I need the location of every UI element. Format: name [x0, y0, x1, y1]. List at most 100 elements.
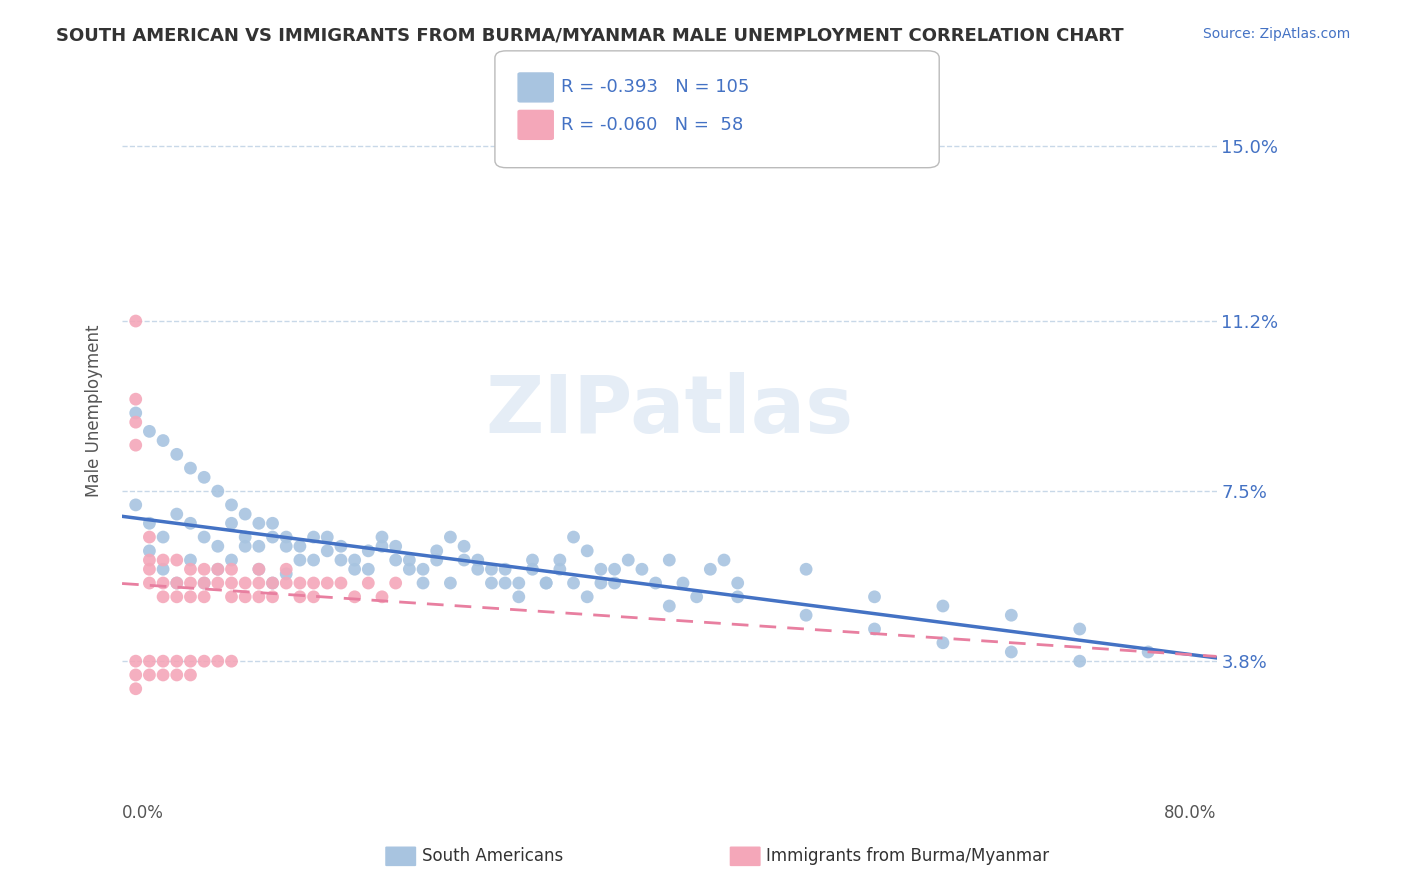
Point [207, 484, 229, 499]
Point [589, 576, 612, 591]
Point [508, 590, 530, 604]
Point [302, 576, 325, 591]
Point [125, 314, 148, 328]
Point [481, 562, 503, 576]
Point [125, 392, 148, 407]
Point [166, 576, 188, 591]
Point [371, 539, 394, 553]
Point [221, 654, 243, 668]
Point [262, 576, 284, 591]
Point [863, 622, 886, 636]
Point [166, 654, 188, 668]
Point [138, 553, 160, 567]
Point [699, 562, 721, 576]
Point [467, 562, 489, 576]
Point [343, 553, 366, 567]
Point [138, 530, 160, 544]
Point [288, 590, 311, 604]
Point [727, 576, 749, 591]
Point [727, 590, 749, 604]
Point [138, 654, 160, 668]
Point [1069, 622, 1091, 636]
Point [233, 590, 256, 604]
Point [193, 654, 215, 668]
Point [467, 553, 489, 567]
Point [276, 562, 298, 576]
Point [343, 562, 366, 576]
Point [658, 599, 681, 613]
Point [247, 590, 270, 604]
Point [179, 553, 201, 567]
Point [138, 562, 160, 576]
Point [193, 562, 215, 576]
Point [262, 576, 284, 591]
Point [713, 553, 735, 567]
Point [152, 590, 174, 604]
Point [152, 530, 174, 544]
Point [152, 562, 174, 576]
Text: Source: ZipAtlas.com: Source: ZipAtlas.com [1202, 27, 1350, 41]
Point [398, 562, 420, 576]
Point [138, 668, 160, 682]
Point [125, 415, 148, 429]
Point [138, 516, 160, 531]
Text: R = -0.393   N = 105: R = -0.393 N = 105 [561, 78, 749, 96]
Point [138, 544, 160, 558]
Point [932, 636, 955, 650]
Point [534, 576, 557, 591]
Point [247, 562, 270, 576]
Point [221, 590, 243, 604]
Point [562, 530, 585, 544]
Point [179, 461, 201, 475]
Point [794, 562, 817, 576]
Point [221, 576, 243, 591]
Point [262, 516, 284, 531]
Point [247, 576, 270, 591]
Point [534, 576, 557, 591]
Point [631, 562, 654, 576]
Point [548, 562, 571, 576]
Point [193, 590, 215, 604]
Point [125, 406, 148, 420]
Point [138, 425, 160, 439]
Point [138, 576, 160, 591]
Point [357, 562, 380, 576]
Point [357, 544, 380, 558]
Point [221, 516, 243, 531]
Point [562, 576, 585, 591]
Point [233, 507, 256, 521]
Point [794, 608, 817, 623]
Point [1000, 608, 1022, 623]
Point [644, 576, 666, 591]
Point [125, 668, 148, 682]
Point [276, 566, 298, 581]
Point [658, 553, 681, 567]
Point [932, 599, 955, 613]
Point [494, 576, 516, 591]
Point [221, 562, 243, 576]
Text: 80.0%: 80.0% [1164, 804, 1216, 822]
Point [193, 576, 215, 591]
Point [1000, 645, 1022, 659]
Point [329, 553, 352, 567]
Point [125, 438, 148, 452]
Point [371, 590, 394, 604]
Point [439, 530, 461, 544]
Point [262, 590, 284, 604]
Point [863, 590, 886, 604]
Point [603, 576, 626, 591]
Point [412, 562, 434, 576]
Point [453, 553, 475, 567]
Point [207, 576, 229, 591]
Point [193, 530, 215, 544]
Point [384, 553, 406, 567]
Point [288, 553, 311, 567]
Point [371, 530, 394, 544]
Point [152, 553, 174, 567]
Point [179, 576, 201, 591]
Point [426, 544, 449, 558]
Point [207, 562, 229, 576]
Point [125, 654, 148, 668]
Point [193, 576, 215, 591]
Point [316, 544, 339, 558]
